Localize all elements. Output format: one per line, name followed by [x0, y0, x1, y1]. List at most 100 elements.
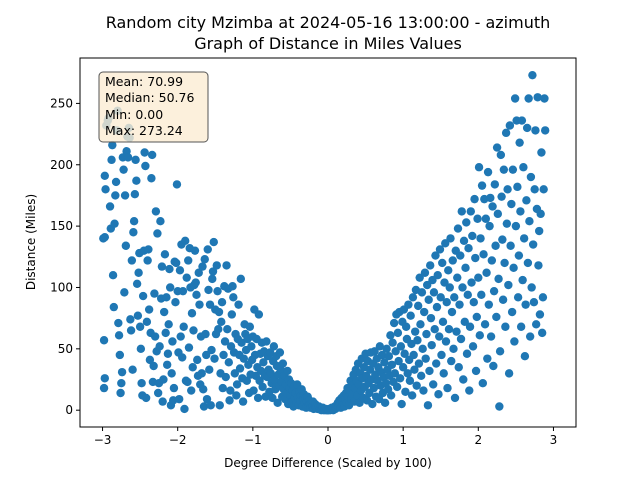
data-point — [457, 207, 466, 216]
data-point — [453, 273, 462, 282]
data-point — [120, 191, 130, 200]
data-point — [178, 286, 188, 296]
data-point — [273, 398, 282, 408]
data-point — [150, 289, 159, 298]
data-point — [128, 365, 137, 374]
data-point — [394, 356, 403, 366]
data-point — [426, 313, 436, 323]
data-point — [99, 336, 109, 345]
data-point — [424, 295, 433, 304]
data-point — [245, 322, 255, 331]
data-point — [215, 401, 224, 410]
data-point — [393, 328, 403, 338]
stats-mean: Mean: 70.99 — [105, 74, 183, 89]
data-point — [401, 322, 411, 331]
data-point — [484, 300, 494, 309]
data-point — [413, 336, 422, 345]
data-point — [433, 271, 442, 280]
data-point — [445, 283, 454, 292]
data-point — [168, 337, 177, 346]
data-point — [374, 394, 384, 404]
data-point — [498, 235, 507, 244]
data-point — [416, 320, 425, 329]
data-point — [163, 349, 173, 358]
data-point — [388, 338, 397, 347]
data-point — [447, 307, 457, 317]
data-point — [403, 369, 412, 378]
data-point — [438, 317, 448, 327]
stats-min: Min: 0.00 — [105, 107, 163, 122]
data-point — [429, 380, 438, 389]
data-point — [141, 161, 150, 171]
data-point — [537, 328, 547, 338]
data-point — [421, 354, 430, 363]
data-point — [398, 363, 408, 372]
data-point — [526, 172, 536, 182]
data-point — [268, 393, 277, 403]
data-point — [480, 320, 490, 329]
data-point — [513, 182, 522, 192]
data-point — [160, 250, 170, 259]
data-point — [396, 342, 406, 351]
data-point — [429, 288, 439, 297]
data-point — [501, 322, 510, 331]
data-point — [505, 121, 515, 130]
data-point — [446, 234, 455, 243]
data-point — [202, 394, 212, 404]
data-point — [391, 347, 400, 356]
data-point — [227, 310, 237, 319]
stats-box-background — [98, 71, 209, 143]
data-point — [283, 366, 292, 376]
data-point — [465, 322, 475, 331]
data-point — [410, 365, 419, 374]
data-point — [471, 366, 481, 376]
data-point — [440, 278, 449, 287]
data-point — [100, 374, 110, 383]
data-point — [458, 283, 467, 292]
data-point — [397, 399, 406, 409]
data-point — [537, 148, 546, 157]
data-point — [100, 232, 110, 242]
data-point — [449, 344, 458, 354]
data-point — [184, 343, 194, 352]
x-tick-label: −3 — [94, 433, 112, 447]
data-point — [232, 391, 241, 400]
data-point — [167, 369, 176, 378]
data-point — [516, 322, 526, 331]
data-point — [475, 331, 485, 340]
data-point — [406, 311, 415, 320]
data-point — [518, 275, 527, 285]
data-point — [138, 291, 148, 301]
data-point — [462, 218, 471, 227]
data-point — [498, 295, 508, 304]
data-point — [126, 326, 136, 335]
data-point — [443, 383, 452, 393]
data-point — [115, 350, 125, 360]
data-point — [463, 290, 472, 300]
data-point — [169, 383, 179, 393]
data-point — [507, 199, 516, 209]
data-point — [201, 329, 210, 339]
data-point — [382, 344, 391, 354]
data-point — [488, 202, 497, 211]
x-tick-label: −1 — [244, 433, 262, 447]
data-point — [111, 191, 120, 200]
data-point — [258, 382, 267, 392]
data-point — [448, 256, 457, 265]
data-point — [134, 268, 143, 277]
data-point — [179, 322, 188, 331]
data-point — [510, 337, 519, 346]
data-point — [413, 301, 423, 311]
x-tick-label: 3 — [550, 433, 558, 447]
x-axis-label: Degree Difference (Scaled by 100) — [224, 456, 432, 470]
data-point — [208, 274, 217, 284]
data-point — [400, 349, 409, 358]
data-point — [453, 224, 463, 233]
data-point — [143, 256, 152, 265]
data-point — [437, 350, 446, 360]
data-point — [144, 305, 154, 314]
data-point — [494, 274, 503, 284]
data-point — [519, 163, 528, 172]
data-point — [414, 359, 424, 368]
data-point — [528, 240, 538, 249]
